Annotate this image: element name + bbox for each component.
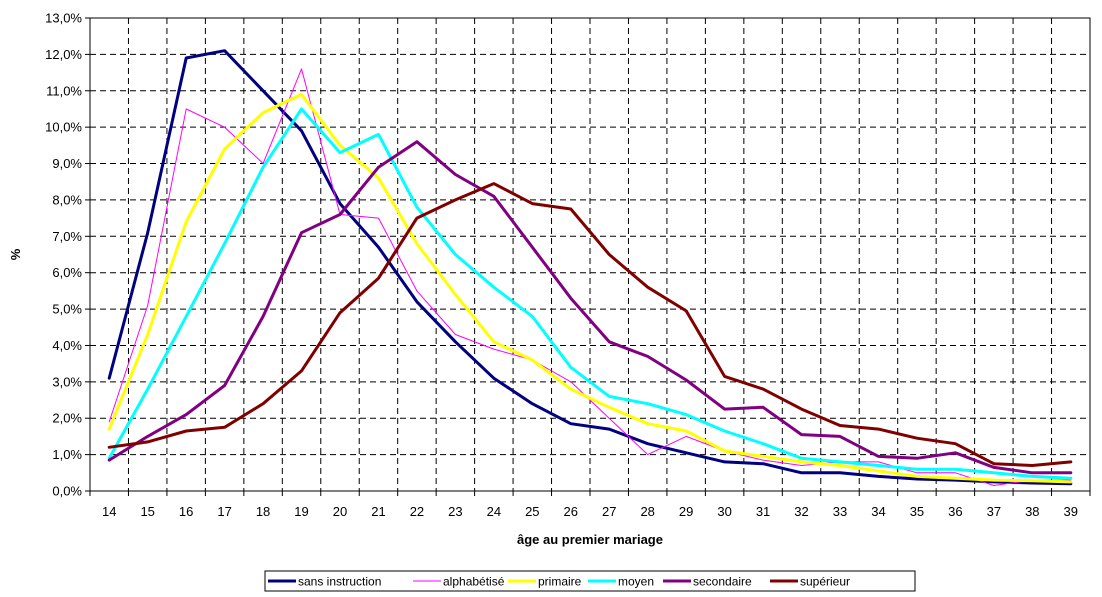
x-tick-label: 37 <box>987 504 1001 519</box>
axis-ticks: 0,0% 1,0% 2,0% 3,0% 4,0% 5,0% 6,0% 7,0% 8,0% 9,0%… <box>45 11 1091 519</box>
legend-label: moyen <box>618 575 654 589</box>
x-tick-label: 36 <box>948 504 962 519</box>
y-tick-label: 5,0% <box>52 302 82 317</box>
x-tick-label: 38 <box>1025 504 1039 519</box>
x-tick-label: 14 <box>102 504 116 519</box>
x-tick-label: 21 <box>371 504 385 519</box>
y-tick-label: 0,0% <box>52 484 82 499</box>
x-tick-label: 16 <box>179 504 193 519</box>
x-tick-label: 23 <box>448 504 462 519</box>
y-tick-label: 11,0% <box>46 83 82 98</box>
x-tick-label: 31 <box>756 504 770 519</box>
x-tick-label: 22 <box>410 504 424 519</box>
x-tick-label: 24 <box>487 504 501 519</box>
legend-label: secondaire <box>693 575 752 589</box>
y-tick-label: 9,0% <box>52 156 82 171</box>
series-line-supérieur <box>107 182 1073 467</box>
y-axis-title: % <box>8 248 23 260</box>
x-tick-label: 25 <box>525 504 539 519</box>
x-tick-label: 32 <box>794 504 808 519</box>
x-tick-label: 26 <box>564 504 578 519</box>
x-tick-label: 39 <box>1064 504 1078 519</box>
series-line-sans-instruction <box>107 49 1073 486</box>
x-tick-label: 34 <box>871 504 885 519</box>
x-tick-label: 19 <box>294 504 308 519</box>
y-tick-label: 1,0% <box>52 447 82 462</box>
gridlines <box>90 18 1090 491</box>
x-tick-label: 27 <box>602 504 616 519</box>
legend-label: supérieur <box>800 575 850 589</box>
x-tick-label: 30 <box>717 504 731 519</box>
y-tick-label: 6,0% <box>52 265 82 280</box>
x-tick-label: 18 <box>256 504 270 519</box>
x-axis-title: âge au premier mariage <box>517 532 663 547</box>
series-line-secondaire <box>107 140 1073 475</box>
y-tick-label: 10,0% <box>45 120 82 135</box>
y-tick-label: 3,0% <box>52 374 82 389</box>
x-tick-label: 17 <box>217 504 231 519</box>
legend-label: primaire <box>538 575 582 589</box>
y-tick-label: 7,0% <box>52 229 82 244</box>
x-tick-label: 35 <box>910 504 924 519</box>
series-line-alphabétisé <box>108 68 1072 486</box>
y-tick-label: 13,0% <box>45 11 82 26</box>
series-lines <box>107 49 1073 486</box>
y-tick-label: 8,0% <box>52 192 82 207</box>
series-line-moyen <box>107 107 1073 480</box>
legend: sans instruction alphabétisé primaire moyen… <box>264 570 916 592</box>
y-tick-label: 4,0% <box>52 338 82 353</box>
x-tick-label: 20 <box>333 504 347 519</box>
x-tick-label: 15 <box>140 504 154 519</box>
series-line-primaire <box>107 92 1073 484</box>
x-tick-label: 28 <box>640 504 654 519</box>
legend-label: sans instruction <box>298 575 381 589</box>
x-tick-label: 29 <box>679 504 693 519</box>
legend-label: alphabétisé <box>443 575 505 589</box>
x-tick-label: 33 <box>833 504 847 519</box>
y-tick-label: 2,0% <box>52 411 82 426</box>
y-tick-label: 12,0% <box>45 47 82 62</box>
